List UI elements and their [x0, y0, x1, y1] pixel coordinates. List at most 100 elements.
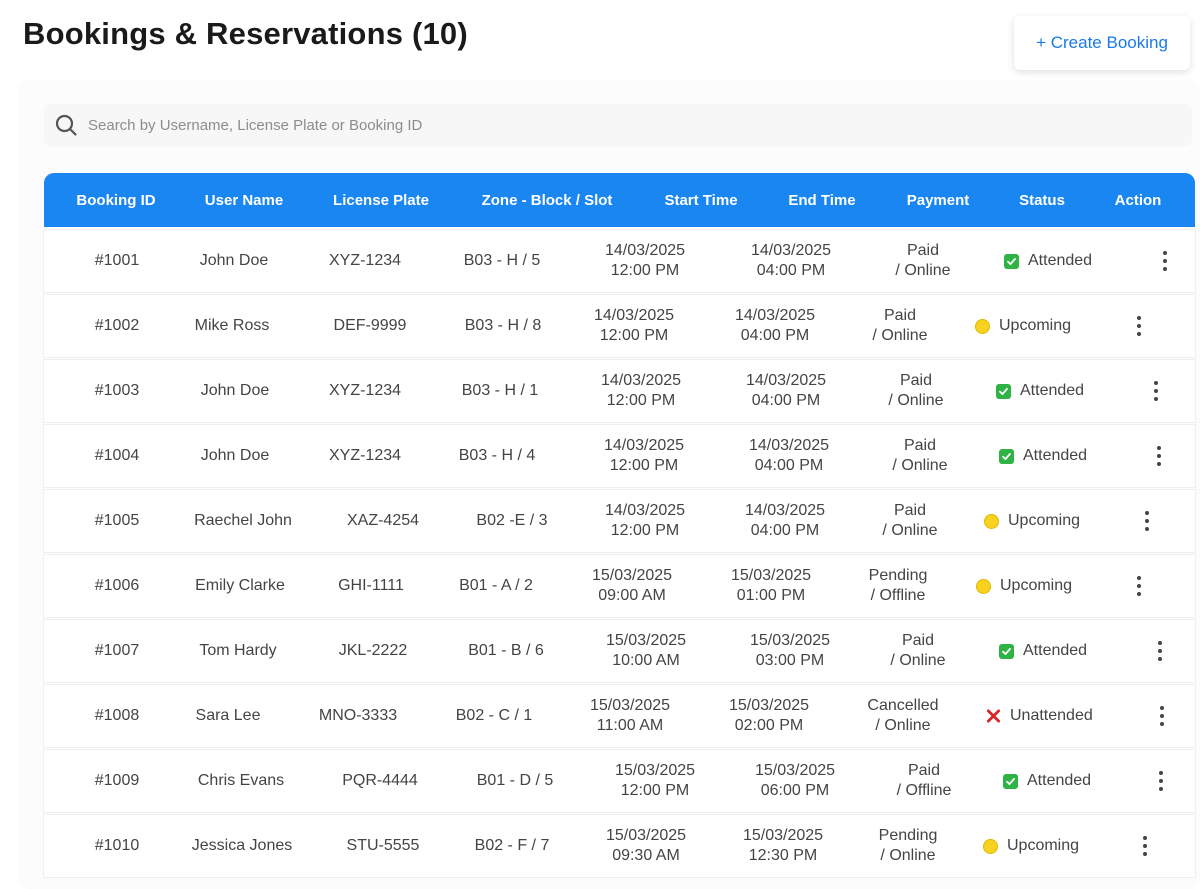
create-booking-button[interactable]: + Create Booking — [1014, 16, 1190, 70]
column-header-booking-id[interactable]: Booking ID — [76, 191, 156, 209]
payment: Paid / Offline — [869, 750, 979, 812]
booking-id: #1007 — [94, 642, 140, 659]
end-clock: 04:00 PM — [756, 262, 826, 279]
booking-id: #1009 — [94, 772, 140, 789]
table-row[interactable]: #1005 Raechel John XAZ-4254 B02 -E / 3 14/03… — [44, 490, 1195, 552]
end-time: 14/03/2025 04:00 PM — [729, 425, 849, 487]
payment-status: Pending — [868, 567, 928, 584]
row-action-menu-button[interactable] — [1147, 685, 1177, 747]
payment-mode: / Online — [872, 327, 928, 344]
row-action-menu-button[interactable] — [1130, 815, 1160, 877]
column-header-start-time[interactable]: Start Time — [664, 191, 738, 209]
more-vertical-icon — [1158, 641, 1162, 661]
search-input[interactable] — [88, 105, 1168, 145]
column-header-status[interactable]: Status — [1019, 191, 1065, 209]
zone-block-slot: B02 -E / 3 — [476, 512, 548, 529]
end-date: 15/03/2025 — [749, 632, 831, 649]
end-clock: 04:00 PM — [754, 457, 824, 474]
license-plate: XAZ-4254 — [346, 512, 420, 529]
red-cross-icon — [986, 709, 1001, 724]
user-name: Chris Evans — [197, 772, 285, 789]
start-date: 15/03/2025 — [589, 697, 671, 714]
start-time: 15/03/2025 09:30 AM — [586, 815, 706, 877]
start-time: 15/03/2025 11:00 AM — [570, 685, 690, 747]
start-date: 14/03/2025 — [593, 307, 675, 324]
end-time: 14/03/2025 04:00 PM — [725, 490, 845, 552]
column-header-end-time[interactable]: End Time — [788, 191, 856, 209]
check-box-icon — [999, 448, 1014, 464]
payment: Paid / Online — [855, 490, 965, 552]
row-action-menu-button[interactable] — [1132, 490, 1162, 552]
payment: Pending / Online — [853, 815, 963, 877]
status-badge: Attended — [999, 620, 1149, 682]
status-label: Attended — [1023, 447, 1088, 464]
table-row[interactable]: #1010 Jessica Jones STU-5555 B02 - F / 7 15/… — [44, 815, 1195, 877]
table-row[interactable]: #1002 Mike Ross DEF-9999 B03 - H / 8 14/03/2… — [44, 295, 1195, 357]
table-row[interactable]: #1009 Chris Evans PQR-4444 B01 - D / 5 15/03… — [44, 750, 1195, 812]
more-vertical-icon — [1163, 251, 1167, 271]
status-badge: Upcoming — [983, 815, 1133, 877]
table-row[interactable]: #1008 Sara Lee MNO-3333 B02 - C / 1 15/03/20… — [44, 685, 1195, 747]
status-badge: Attended — [1003, 750, 1153, 812]
table-row[interactable]: #1007 Tom Hardy JKL-2222 B01 - B / 6 15/03/2… — [44, 620, 1195, 682]
payment-mode: / Offline — [870, 587, 926, 604]
user-name: Raechel John — [194, 512, 292, 529]
row-action-menu-button[interactable] — [1146, 750, 1176, 812]
status-badge: Attended — [996, 360, 1146, 422]
more-vertical-icon — [1160, 706, 1164, 726]
table-row[interactable]: #1006 Emily Clarke GHI-1111 B01 - A / 2 15/0… — [44, 555, 1195, 617]
booking-id: #1006 — [94, 577, 140, 594]
start-time: 14/03/2025 12:00 PM — [581, 360, 701, 422]
status-label: Upcoming — [999, 317, 1072, 334]
table-row[interactable]: #1003 John Doe XYZ-1234 B03 - H / 1 14/03/20… — [44, 360, 1195, 422]
column-header-zone[interactable]: Zone - Block / Slot — [481, 191, 613, 209]
zone-block-slot: B02 - F / 7 — [474, 837, 550, 854]
start-date: 14/03/2025 — [603, 437, 685, 454]
zone-block-slot: B03 - H / 5 — [463, 252, 541, 269]
end-date: 14/03/2025 — [744, 502, 826, 519]
payment-status: Pending — [878, 827, 938, 844]
start-time: 14/03/2025 12:00 PM — [585, 230, 705, 292]
row-action-menu-button[interactable] — [1124, 295, 1154, 357]
row-action-menu-button[interactable] — [1124, 555, 1154, 617]
payment-mode: / Online — [888, 392, 944, 409]
payment: Paid / Online — [865, 425, 975, 487]
bookings-table: Booking ID User Name License Plate Zone … — [44, 173, 1195, 877]
end-date: 15/03/2025 — [730, 567, 812, 584]
column-header-payment[interactable]: Payment — [906, 191, 970, 209]
yellow-circle-icon — [984, 513, 999, 529]
table-row[interactable]: #1004 John Doe XYZ-1234 B03 - H / 4 14/03/20… — [44, 425, 1195, 487]
license-plate: GHI-1111 — [338, 577, 404, 594]
row-action-menu-button[interactable] — [1141, 360, 1171, 422]
check-box-icon — [999, 643, 1014, 659]
row-action-menu-button[interactable] — [1150, 230, 1180, 292]
payment: Cancelled / Online — [848, 685, 958, 747]
search-icon — [44, 104, 88, 146]
end-date: 15/03/2025 — [728, 697, 810, 714]
more-vertical-icon — [1143, 836, 1147, 856]
table-body: #1001 John Doe XYZ-1234 B03 - H / 5 14/03/20… — [44, 230, 1195, 877]
row-action-menu-button[interactable] — [1144, 425, 1174, 487]
more-vertical-icon — [1159, 771, 1163, 791]
status-badge: Upcoming — [976, 555, 1126, 617]
end-clock: 06:00 PM — [760, 782, 830, 799]
end-clock: 04:00 PM — [740, 327, 810, 344]
start-date: 15/03/2025 — [605, 632, 687, 649]
end-date: 14/03/2025 — [748, 437, 830, 454]
page-title: Bookings & Reservations (10) — [23, 16, 468, 51]
payment-mode: / Online — [892, 457, 948, 474]
zone-block-slot: B01 - D / 5 — [476, 772, 554, 789]
start-clock: 12:00 PM — [620, 782, 690, 799]
user-name: John Doe — [199, 252, 269, 269]
column-header-action: Action — [1114, 191, 1162, 209]
table-row[interactable]: #1001 John Doe XYZ-1234 B03 - H / 5 14/03/20… — [44, 230, 1195, 292]
end-date: 14/03/2025 — [745, 372, 827, 389]
status-label: Attended — [1028, 252, 1093, 269]
row-action-menu-button[interactable] — [1145, 620, 1175, 682]
column-header-user-name[interactable]: User Name — [204, 191, 284, 209]
payment-mode: / Online — [875, 717, 931, 734]
start-clock: 12:00 PM — [599, 327, 669, 344]
payment-status: Paid — [903, 437, 937, 454]
status-label: Attended — [1020, 382, 1085, 399]
column-header-license-plate[interactable]: License Plate — [333, 191, 429, 209]
